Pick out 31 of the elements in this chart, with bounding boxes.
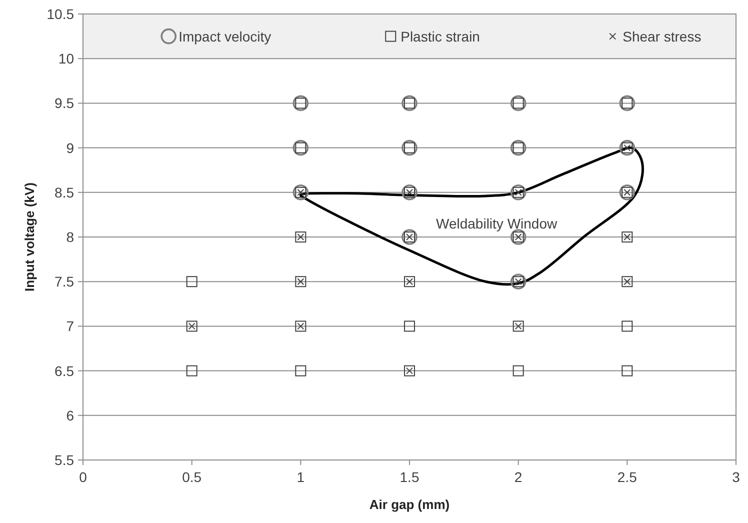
y-tick-label: 6 — [66, 407, 74, 424]
x-axis-title: Air gap (mm) — [369, 497, 450, 512]
y-tick-label: 7 — [66, 318, 74, 334]
x-tick-label: 1 — [296, 469, 305, 485]
x-tick-label: 2 — [514, 469, 522, 485]
point — [404, 320, 415, 332]
point — [622, 365, 633, 376]
y-tick-label: 9 — [66, 140, 74, 156]
legend-label: Impact velocity — [178, 28, 272, 44]
point — [295, 365, 306, 376]
y-tick-label: 6.5 — [54, 362, 74, 379]
y-tick-label: 7.5 — [54, 274, 74, 290]
point — [512, 365, 524, 376]
annotation: Weldability Window — [436, 216, 558, 232]
y-axis-title: Input voltage (kV) — [22, 182, 37, 292]
y-tick-label: 10 — [58, 50, 74, 67]
legend-label: Plastic strain — [400, 28, 480, 44]
point — [186, 276, 198, 288]
point — [622, 320, 633, 332]
y-tick-label: 10.5 — [46, 6, 74, 22]
y-tick-label: 8.5 — [54, 184, 74, 200]
legend-label: Shear stress — [622, 28, 702, 44]
y-tick-label: 5.5 — [54, 452, 74, 468]
x-tick-label: 1.5 — [400, 469, 420, 485]
y-tick-label: 9.5 — [54, 95, 74, 112]
x-tick-label: 0.5 — [182, 469, 202, 485]
point — [186, 365, 198, 376]
x-tick-label: 0 — [79, 469, 88, 485]
x-tick-label: 3 — [732, 469, 740, 485]
x-tick-label: 2.5 — [617, 469, 638, 485]
y-tick-label: 8 — [66, 229, 74, 245]
